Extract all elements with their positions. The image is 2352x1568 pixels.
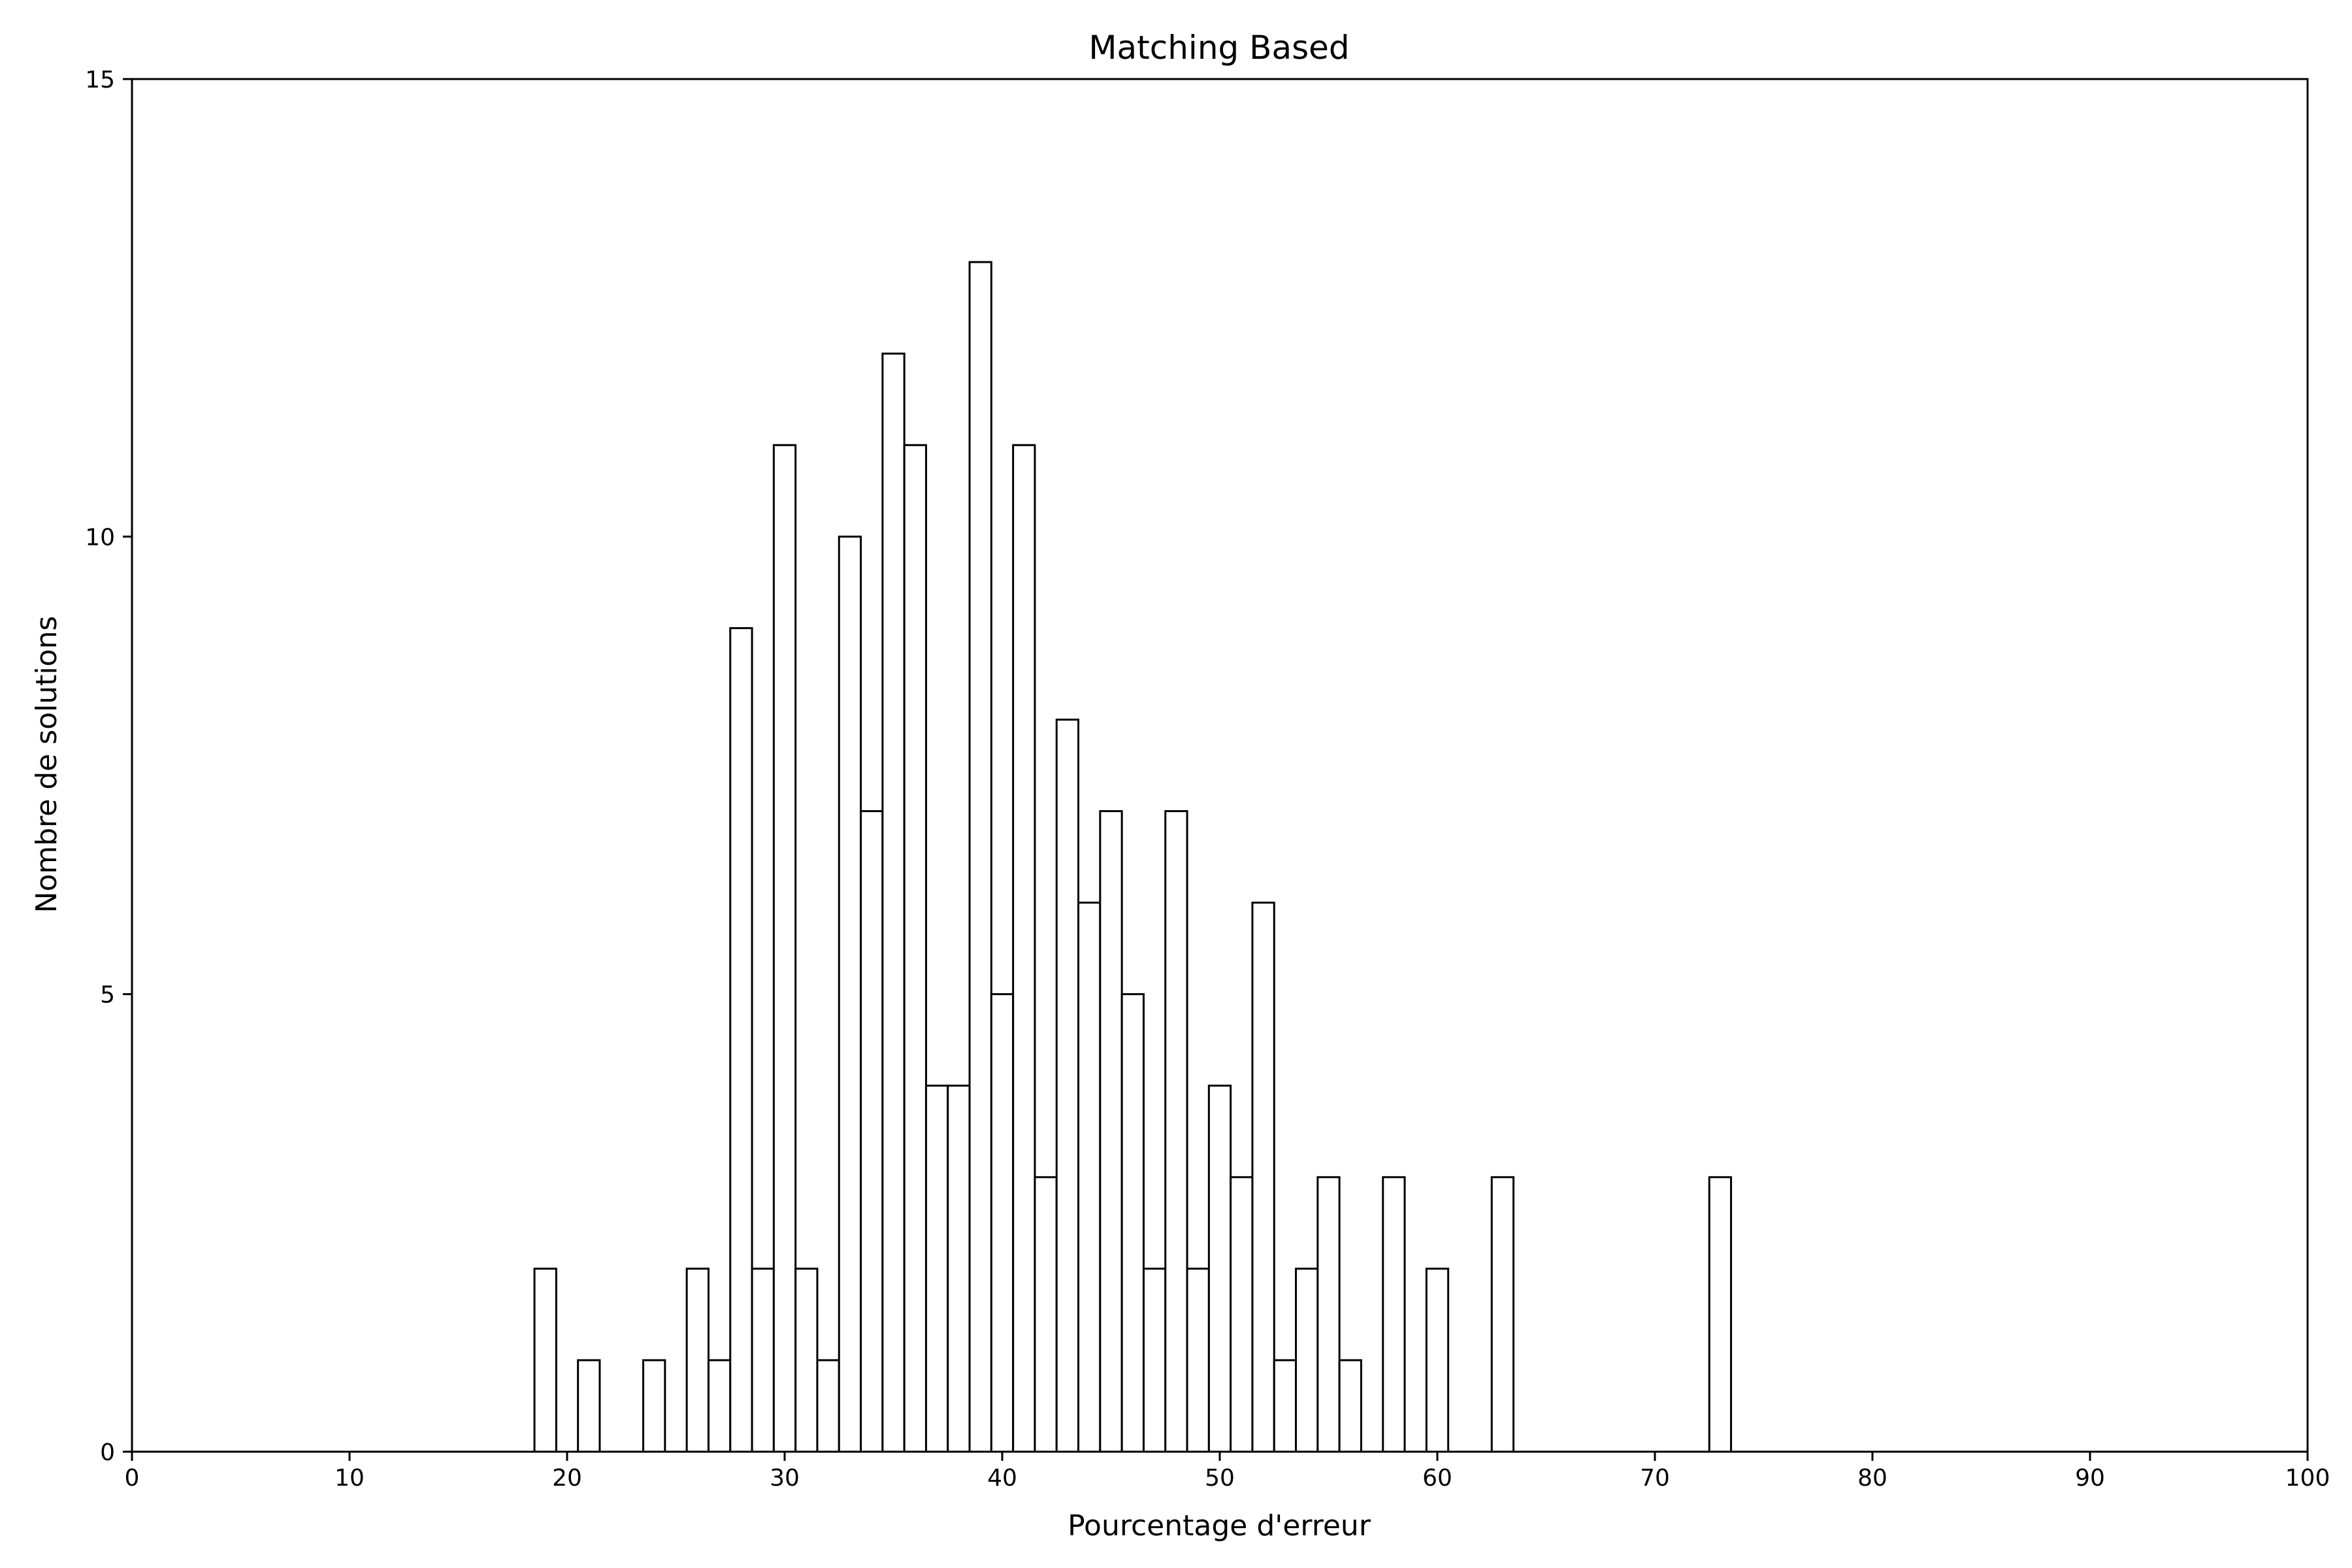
histogram-bar-38	[947, 1085, 971, 1453]
histogram-bar-58	[1382, 1176, 1406, 1453]
x-tick-label-0: 0	[125, 1465, 140, 1492]
histogram-bar-37	[924, 1085, 949, 1453]
x-tick-label-70: 70	[1640, 1465, 1670, 1492]
histogram-bar-21	[577, 1359, 601, 1453]
histogram-bar-31	[794, 1267, 819, 1453]
y-axis-label: Nombre de solutions	[30, 616, 63, 913]
histogram-bar-52	[1251, 902, 1275, 1453]
y-tick-label-10: 10	[85, 524, 115, 551]
histogram-bar-48	[1164, 810, 1188, 1453]
histogram-bar-40	[990, 993, 1015, 1453]
histogram-bar-41	[1012, 444, 1036, 1453]
histogram-bar-54	[1295, 1267, 1319, 1453]
x-axis-ticks: 0 10 20 30 40 50 60 70 80 90 100	[125, 1452, 2330, 1492]
histogram-bar-56	[1338, 1359, 1362, 1453]
histogram-bar-26	[685, 1267, 710, 1453]
x-tick-label-40: 40	[987, 1465, 1017, 1492]
y-tick-label-15: 15	[85, 67, 115, 93]
histogram-bar-45	[1099, 810, 1123, 1453]
x-tick-label-30: 30	[770, 1465, 800, 1492]
histogram-bar-73	[1708, 1176, 1733, 1453]
histogram-bar-51	[1230, 1176, 1254, 1453]
x-axis-label: Pourcentage d'erreur	[1068, 1509, 1371, 1543]
histogram-bar-53	[1273, 1359, 1298, 1453]
y-tick-label-5: 5	[100, 982, 115, 1009]
x-tick-label-20: 20	[552, 1465, 582, 1492]
histogram-bar-19	[533, 1267, 557, 1453]
histogram-bar-50	[1207, 1085, 1232, 1453]
histogram-bar-36	[903, 444, 927, 1453]
histogram-bar-30	[772, 444, 797, 1453]
histogram-bar-60	[1425, 1267, 1450, 1453]
histogram-bar-29	[751, 1267, 775, 1453]
histogram-bar-42	[1034, 1176, 1058, 1453]
histogram-bar-46	[1120, 993, 1145, 1453]
x-tick-label-50: 50	[1205, 1465, 1235, 1492]
histogram-bar-43	[1055, 718, 1080, 1453]
histogram-bar-28	[729, 627, 753, 1453]
histogram-bar-49	[1186, 1267, 1210, 1453]
histogram-bar-32	[816, 1359, 840, 1453]
bars-group	[533, 261, 1733, 1453]
histogram-bar-24	[642, 1359, 666, 1453]
x-tick-label-60: 60	[1422, 1465, 1452, 1492]
histogram-bar-35	[881, 352, 906, 1453]
histogram-bar-63	[1490, 1176, 1515, 1453]
x-tick-label-90: 90	[2075, 1465, 2105, 1492]
chart-title: Matching Based	[1088, 29, 1349, 67]
histogram-bar-47	[1142, 1267, 1167, 1453]
y-axis-ticks: 0 5 10 15	[85, 67, 132, 1466]
x-tick-label-100: 100	[2285, 1465, 2330, 1492]
y-tick-label-0: 0	[100, 1439, 115, 1466]
x-tick-label-10: 10	[335, 1465, 365, 1492]
x-tick-label-80: 80	[1857, 1465, 1887, 1492]
histogram-bar-39	[968, 261, 992, 1453]
histogram-bar-34	[860, 810, 884, 1453]
histogram-bar-44	[1077, 902, 1102, 1453]
histogram-bar-55	[1316, 1176, 1341, 1453]
histogram-bar-33	[838, 535, 862, 1453]
histogram-bar-27	[707, 1359, 732, 1453]
